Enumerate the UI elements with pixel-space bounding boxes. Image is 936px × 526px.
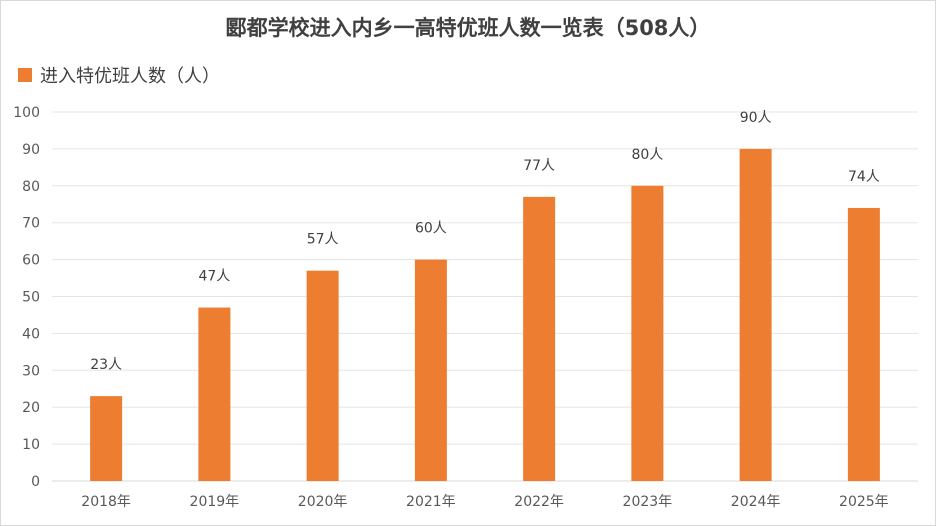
data-label: 23人 (90, 357, 122, 373)
bar (198, 307, 231, 481)
data-label: 60人 (415, 221, 447, 237)
data-label: 47人 (198, 269, 230, 285)
legend-swatch (18, 68, 32, 82)
x-tick-label: 2023年 (623, 494, 673, 510)
y-tick-label: 100 (13, 105, 40, 121)
y-tick-label: 50 (22, 290, 40, 306)
y-tick-label: 10 (22, 437, 40, 453)
data-label: 74人 (848, 169, 880, 185)
bars (90, 148, 880, 482)
chart-title: 郾都学校进入内乡一高特优班人数一览表（508人） (225, 16, 711, 40)
x-tick-label: 2025年 (839, 494, 889, 510)
bar (90, 396, 123, 481)
legend-label: 进入特优班人数（人） (40, 66, 220, 87)
data-label: 57人 (307, 232, 339, 248)
gridlines (52, 111, 918, 482)
y-tick-label: 0 (31, 474, 40, 490)
bar (631, 185, 664, 482)
data-label: 77人 (523, 158, 555, 174)
x-tick-label: 2018年 (81, 494, 131, 510)
x-tick-label: 2021年 (406, 494, 456, 510)
x-tick-label: 2024年 (731, 494, 781, 510)
bar (306, 270, 339, 481)
y-tick-label: 80 (22, 179, 40, 195)
data-labels: 23人 47人 57人 60人 77人 80人 90人 74人 (90, 110, 880, 373)
legend: 进入特优班人数（人） (18, 62, 220, 88)
y-tick-label: 90 (22, 142, 40, 158)
x-tick-label: 2022年 (514, 494, 564, 510)
bar (847, 207, 880, 481)
x-axis-ticks: 2018年 2019年 2020年 2021年 2022年 2023年 2024年 2025年 (81, 494, 888, 510)
y-axis-ticks: 0 10 20 30 40 50 60 70 80 90 100 (13, 105, 40, 490)
bar (414, 259, 447, 481)
bar (523, 196, 556, 481)
y-tick-label: 60 (22, 253, 40, 269)
data-label: 90人 (740, 110, 772, 126)
x-tick-label: 2020年 (298, 494, 348, 510)
y-tick-label: 70 (22, 216, 40, 232)
data-label: 80人 (631, 147, 663, 163)
x-tick-label: 2019年 (190, 494, 240, 510)
y-tick-label: 40 (22, 326, 40, 342)
y-tick-label: 30 (22, 363, 40, 379)
y-tick-label: 20 (22, 400, 40, 416)
bar (739, 148, 772, 481)
